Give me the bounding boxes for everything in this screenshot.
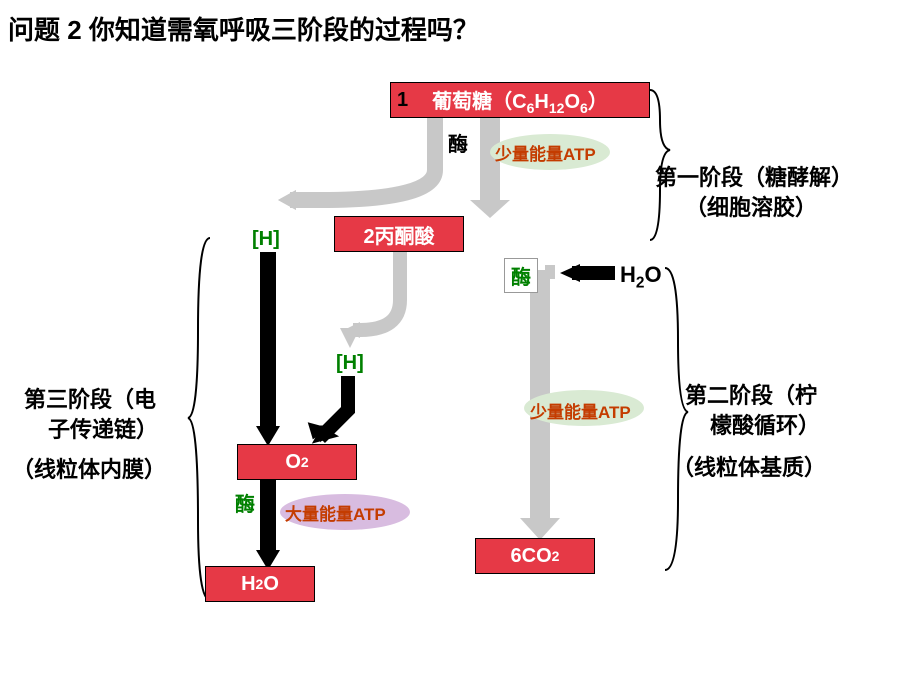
- brace-stage2: [665, 268, 688, 570]
- stage3-line2: 子传递链）: [48, 412, 158, 444]
- enzyme1-label: 酶: [448, 128, 468, 157]
- stage2-line3: （线粒体基质）: [672, 450, 826, 482]
- arrow-pyruvate-H2: [353, 252, 400, 330]
- box-h2o-out: H2O: [205, 566, 315, 602]
- glucose-leftnum: 1: [397, 89, 408, 112]
- enzyme2-label: 酶: [504, 258, 538, 293]
- atp1-label: 少量能量ATP: [495, 140, 596, 165]
- stage2-line2: 檬酸循环）: [710, 408, 820, 440]
- stage1-line1: 第一阶段（糖酵解）: [655, 160, 853, 192]
- H2-label: [H]: [336, 352, 364, 375]
- stage3-line3: （线粒体内膜）: [12, 452, 166, 484]
- enzyme3-label: 酶: [235, 488, 255, 517]
- box-glucose: 1 葡萄糖（C6H12O6）: [390, 82, 650, 118]
- stage3-line1: 第三阶段（电: [24, 382, 156, 414]
- stage1-line2: （细胞溶胶）: [685, 190, 817, 222]
- glucose-text: 葡萄糖（C6H12O6）: [432, 85, 608, 116]
- h2o-in-label: H2O: [620, 262, 662, 292]
- stage2-line1: 第二阶段（柠: [685, 378, 817, 410]
- brace-stage3: [188, 238, 210, 600]
- box-co2: 6CO2: [475, 538, 595, 574]
- H1-label: [H]: [252, 228, 280, 251]
- box-o2: O2: [237, 444, 357, 480]
- atp3-label: 大量能量ATP: [285, 500, 386, 525]
- atp2-label: 少量能量ATP: [530, 398, 631, 423]
- arrow-glucose-H: [290, 118, 435, 200]
- box-pyruvate: 2丙酮酸: [334, 216, 464, 252]
